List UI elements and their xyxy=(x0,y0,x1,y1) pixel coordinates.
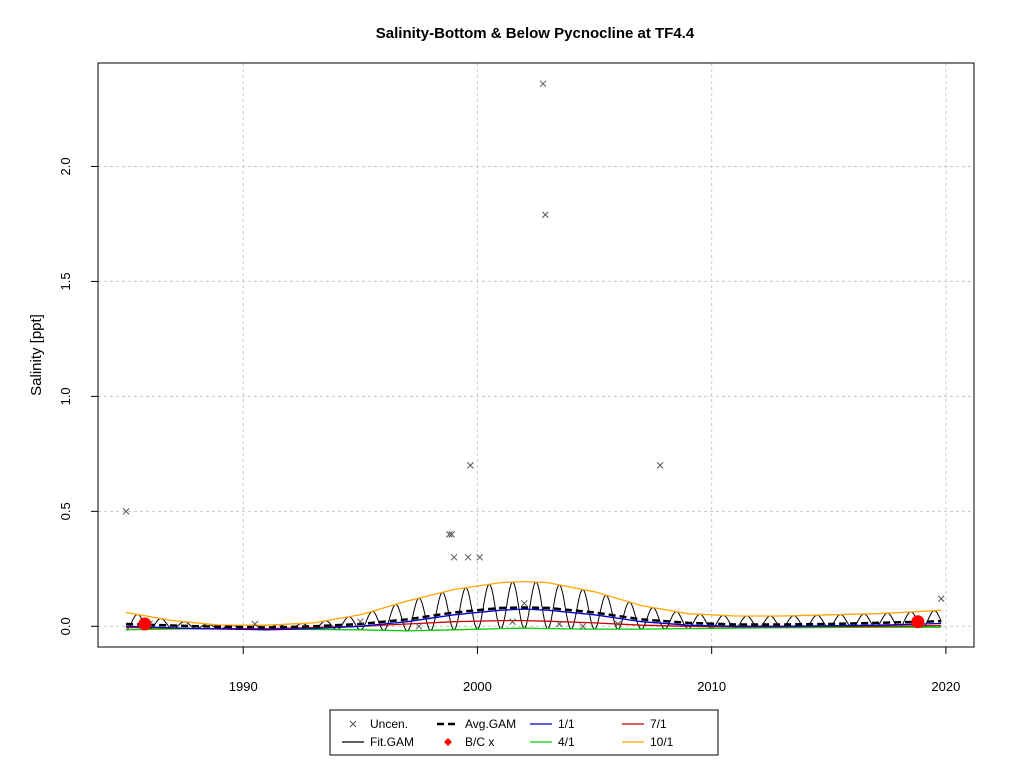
bc-point xyxy=(138,617,152,631)
legend-label: Fit.GAM xyxy=(370,735,414,749)
y-tick-label: 1.5 xyxy=(58,272,73,290)
uncensored-point xyxy=(539,80,547,88)
uncensored-point xyxy=(476,553,484,561)
legend-item-s41: 4/1 xyxy=(530,735,575,749)
x-tick-label: 1990 xyxy=(229,679,258,694)
uncensored-point xyxy=(614,620,622,628)
y-tick-label: 2.0 xyxy=(58,157,73,175)
series-line-4-1 xyxy=(126,626,942,632)
plot-frame xyxy=(97,62,975,648)
y-tick-label: 1.0 xyxy=(58,387,73,405)
legend-label: 10/1 xyxy=(650,735,674,749)
legend-box xyxy=(329,709,719,756)
uncensored-point xyxy=(556,620,563,628)
uncensored-point xyxy=(464,553,472,561)
uncensored-point xyxy=(122,507,130,515)
uncensored-point xyxy=(509,618,516,626)
x-tick-label: 2010 xyxy=(697,679,726,694)
legend-label: 7/1 xyxy=(650,717,667,731)
uncensored-point xyxy=(415,622,423,630)
legend-label: Avg.GAM xyxy=(465,717,516,731)
legend-symbol-x xyxy=(349,720,357,728)
series-line-1-1 xyxy=(126,608,942,631)
x-tick-label: 2020 xyxy=(931,679,960,694)
grid xyxy=(98,63,974,647)
points-layer xyxy=(122,80,945,631)
uncensored-point xyxy=(937,595,945,603)
legend-item-s71: 7/1 xyxy=(622,717,667,731)
uncensored-point xyxy=(542,211,549,219)
y-tick-label: 0.5 xyxy=(58,502,73,520)
uncensored-point xyxy=(467,462,474,469)
legend-label: B/C x xyxy=(465,735,494,749)
legend-label: 1/1 xyxy=(558,717,575,731)
uncensored-point xyxy=(251,620,259,628)
avg-gam-line xyxy=(126,606,942,629)
chart-title: Salinity-Bottom & Below Pycnocline at TF… xyxy=(376,25,695,42)
legend-item-bc: B/C x xyxy=(444,735,494,749)
legend-symbol-diamond xyxy=(444,738,452,746)
uncensored-point xyxy=(356,618,364,626)
uncensored-point xyxy=(520,599,528,607)
legend-item-s101: 10/1 xyxy=(622,735,674,749)
series-line-10-1 xyxy=(125,580,942,626)
axes: 1990 2000 2010 2020 0.0 0.5 1.0 1.5 2.0 xyxy=(58,157,960,694)
bc-point xyxy=(911,615,925,629)
legend-item-uncen: Uncen. xyxy=(349,717,408,731)
x-tick-label: 2000 xyxy=(463,679,492,694)
uncensored-point xyxy=(448,530,456,538)
y-tick-label: 0.0 xyxy=(58,617,73,635)
uncensored-point xyxy=(450,553,458,561)
uncensored-point xyxy=(445,530,453,538)
legend-item-s11: 1/1 xyxy=(530,717,575,731)
series-layer xyxy=(125,580,942,632)
legend-item-avg-gam: Avg.GAM xyxy=(437,717,516,731)
uncensored-point xyxy=(656,462,664,469)
legend-label: 4/1 xyxy=(558,735,575,749)
legend-item-fit-gam: Fit.GAM xyxy=(342,735,414,749)
uncensored-point xyxy=(579,622,587,630)
legend-label: Uncen. xyxy=(370,717,408,731)
legend: Uncen. Avg.GAM 1/1 7/1 Fit.GAM B/C x 4/1 10/1 xyxy=(329,709,719,756)
y-axis-label: Salinity [ppt] xyxy=(28,314,45,396)
